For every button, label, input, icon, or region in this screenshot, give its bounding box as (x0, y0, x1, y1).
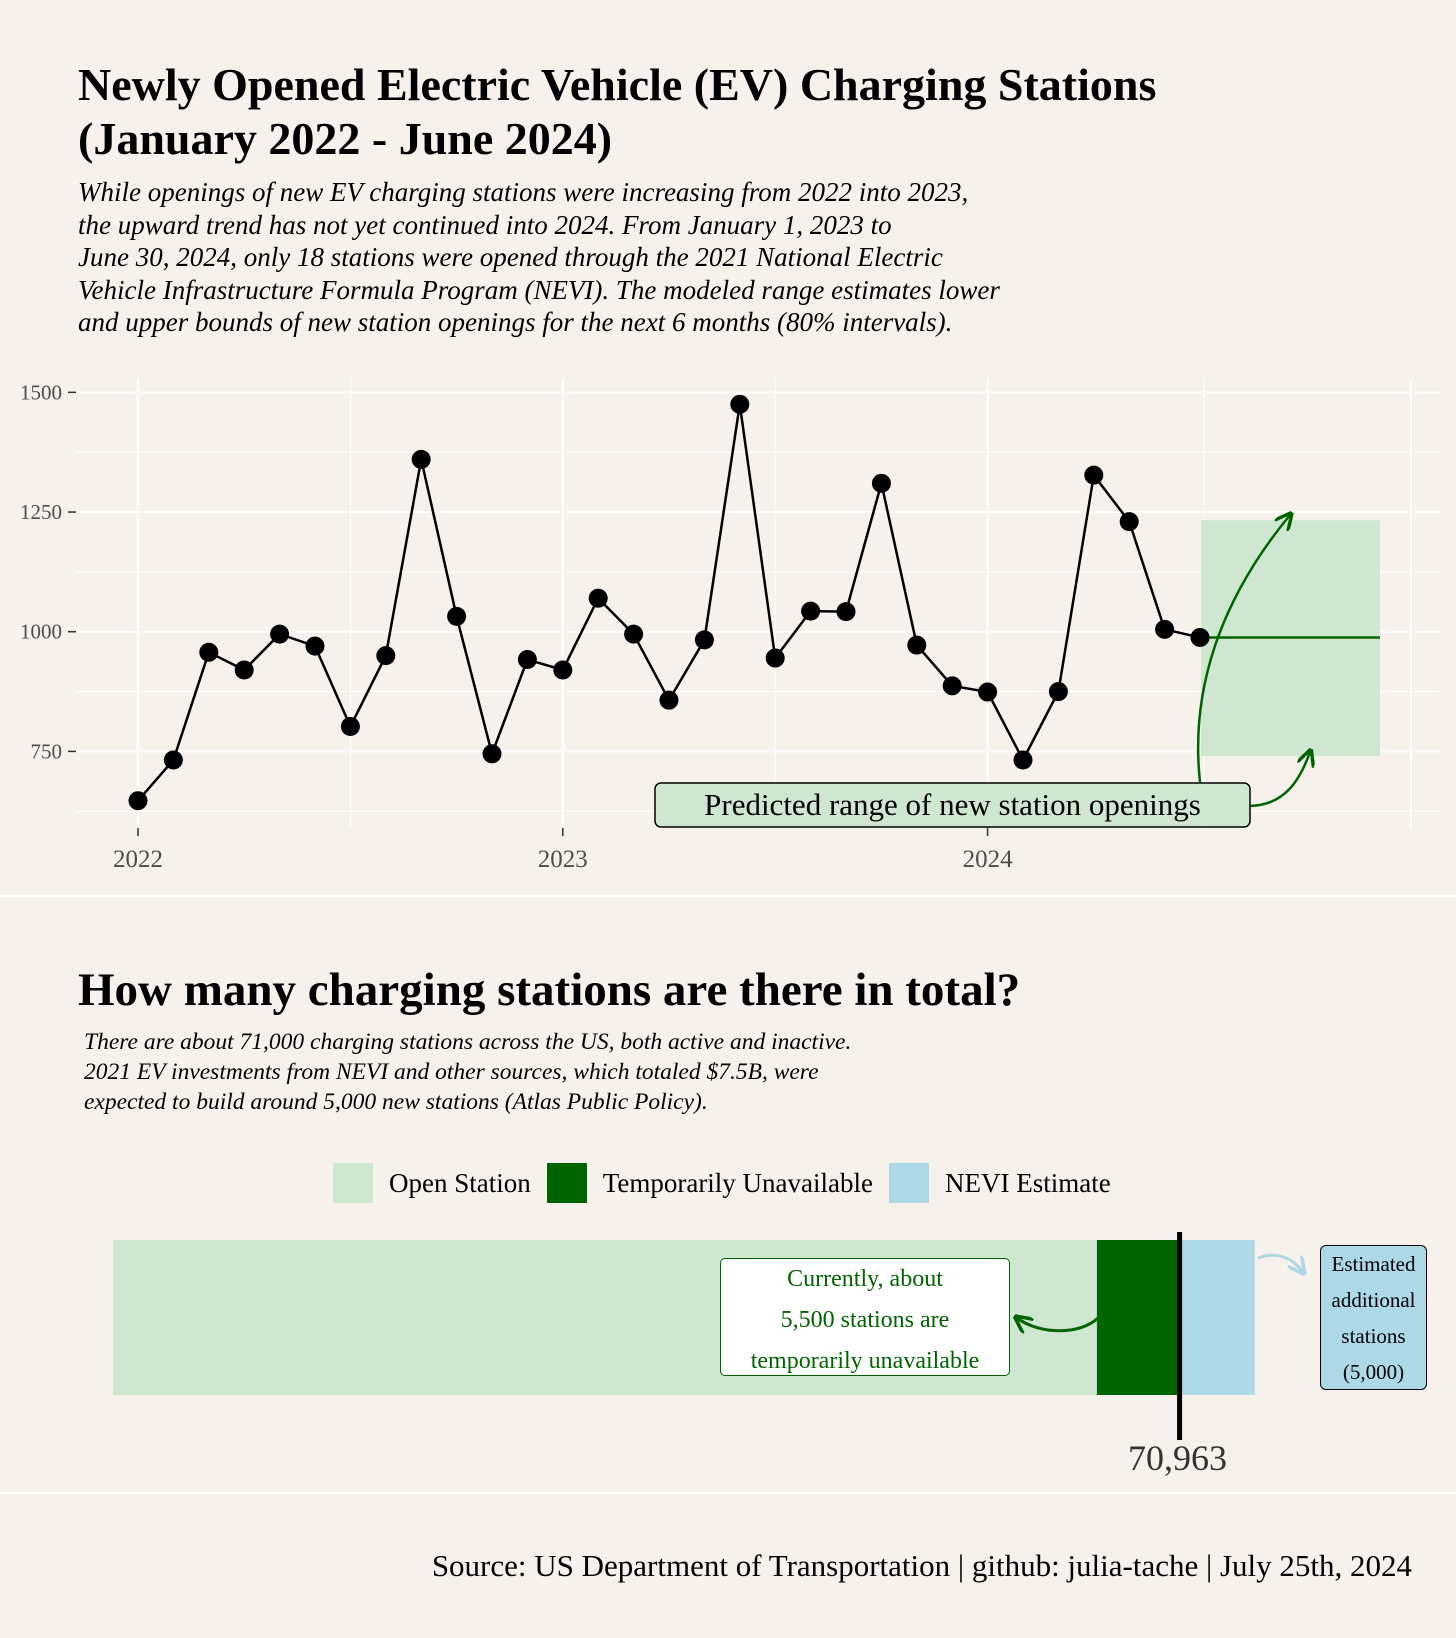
legend-label-nevi: NEVI Estimate (945, 1167, 1111, 1198)
subtitle-line: Vehicle Infrastructure Formula Program (… (78, 274, 1000, 305)
data-point (305, 636, 325, 656)
annotation-arrow-upper (1196, 515, 1290, 783)
x-tick-label: 2023 (538, 846, 588, 873)
bar-legend: Open Station Temporarily Unavailable NEV… (333, 1163, 1127, 1203)
line-chart-title: Newly Opened Electric Vehicle (EV) Charg… (78, 58, 1418, 166)
subtitle-line: June 30, 2024, only 18 stations were ope… (78, 242, 943, 272)
annotation-arrow-lower (1249, 752, 1310, 808)
legend-key-nevi (889, 1163, 930, 1203)
bar-segment-unavailable (1096, 1240, 1180, 1395)
subtitle-line: While openings of new EV charging statio… (78, 177, 969, 207)
data-point (482, 744, 502, 764)
data-point (1190, 627, 1210, 647)
y-tick-label: 1000 (20, 620, 62, 644)
y-tick-label: 1250 (20, 500, 62, 524)
annotation-text: Predicted range of new station openings (704, 787, 1201, 822)
callout-line: (5,000) (1342, 1360, 1405, 1384)
data-point (907, 635, 927, 655)
data-point (871, 473, 891, 493)
data-point (801, 601, 821, 621)
data-point (163, 750, 183, 770)
data-point (447, 606, 467, 626)
x-tick-label: 2022 (113, 846, 163, 873)
data-point (340, 717, 360, 737)
subtitle-line: There are about 71,000 charging stations… (84, 1029, 852, 1055)
nevi-callout: Estimated additional stations (5,000) (1320, 1245, 1427, 1390)
section-divider (0, 895, 1456, 897)
bar-segment-nevi (1179, 1240, 1255, 1395)
bar-chart-subtitle: There are about 71,000 charging stations… (84, 1027, 851, 1117)
line-chart: 750 1000 1250 1500 2022 2023 2024 Predicted ran… (20, 378, 1440, 873)
title-line-2: (January 2022 - June 2024) (78, 113, 613, 164)
data-point (1013, 750, 1033, 770)
title-line-1: Newly Opened Electric Vehicle (EV) Charg… (78, 59, 1157, 110)
data-point (199, 642, 219, 662)
total-label: 70,963 (1128, 1438, 1227, 1478)
legend-label-open: Open Station (389, 1167, 531, 1198)
y-tick-label: 1500 (20, 380, 62, 404)
subtitle-line: expected to build around 5,000 new stati… (84, 1089, 708, 1115)
line-chart-subtitle: While openings of new EV charging statio… (78, 176, 1278, 339)
data-point (553, 660, 573, 680)
subtitle-line: 2021 EV investments from NEVI and other … (84, 1059, 819, 1085)
data-point (376, 646, 396, 666)
data-point (1119, 512, 1139, 532)
subtitle-line: and upper bounds of new station openings… (78, 307, 953, 337)
data-point (1048, 682, 1068, 702)
callout-line: stations (1341, 1324, 1406, 1348)
data-point (836, 602, 856, 622)
x-tick-label: 2024 (963, 846, 1014, 873)
section-divider (0, 1492, 1456, 1494)
data-point (411, 449, 431, 469)
unavailable-callout: Currently, about 5,500 stations are temp… (720, 1258, 1010, 1376)
data-point (978, 682, 998, 702)
data-point (270, 624, 290, 644)
data-point (942, 676, 962, 696)
callout-line: 5,500 stations are (780, 1307, 950, 1333)
y-tick-label: 750 (31, 739, 63, 763)
callout-line: temporarily unavailable (750, 1348, 980, 1374)
legend-label-unavailable: Temporarily Unavailable (602, 1167, 874, 1198)
callout-line: additional (1331, 1288, 1416, 1312)
data-point (234, 660, 254, 680)
data-point (624, 624, 644, 644)
legend-key-open (333, 1163, 373, 1203)
data-point (659, 690, 679, 710)
bar-chart-title: How many charging stations are there in … (78, 964, 1021, 1016)
source-caption: Source: US Department of Transportation … (431, 1548, 1412, 1583)
unavailable-arrow (1017, 1318, 1100, 1331)
subtitle-line: the upward trend has not yet continued i… (78, 209, 892, 240)
nevi-arrow (1257, 1253, 1303, 1272)
data-point (694, 630, 714, 650)
data-point (517, 649, 537, 669)
data-point (588, 588, 608, 608)
data-point (128, 791, 148, 811)
callout-line: Estimated (1331, 1252, 1416, 1276)
annotation-box (654, 782, 1251, 828)
legend-key-unavailable (546, 1163, 587, 1203)
data-point (1084, 465, 1104, 485)
data-point (1155, 619, 1175, 639)
callout-line: Currently, about (787, 1266, 943, 1292)
data-point (730, 394, 750, 414)
data-point (765, 648, 785, 668)
